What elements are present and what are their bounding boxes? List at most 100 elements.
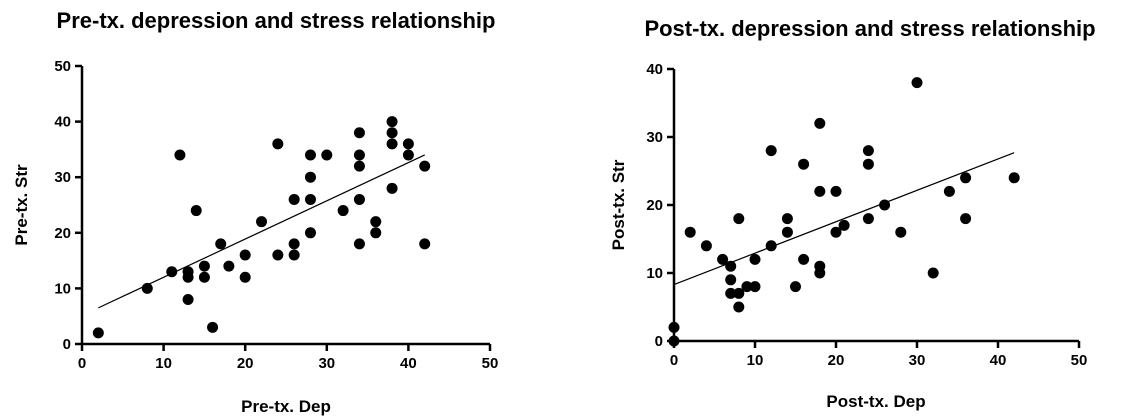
data-point-pre-tx	[386, 127, 398, 139]
data-point-pre-tx	[304, 227, 316, 239]
data-point-post-tx	[684, 226, 696, 238]
data-point-pre-tx	[419, 160, 431, 172]
data-point-pre-tx	[288, 238, 300, 250]
data-point-pre-tx	[288, 249, 300, 261]
data-point-post-tx	[781, 213, 793, 225]
data-point-post-tx	[798, 253, 810, 265]
x-tick-label-post-tx: 40	[990, 352, 1007, 369]
y-tick-label-post-tx: 0	[655, 333, 663, 350]
data-points-post-tx	[668, 77, 1020, 347]
data-point-post-tx	[862, 145, 874, 157]
data-point-pre-tx	[207, 321, 219, 333]
data-point-post-tx	[798, 158, 810, 170]
data-point-pre-tx	[370, 216, 382, 228]
data-point-post-tx	[781, 226, 793, 238]
y-tick-label-post-tx: 10	[646, 265, 663, 282]
data-point-post-tx	[717, 253, 729, 265]
x-tick-label-post-tx: 10	[747, 352, 764, 369]
data-point-pre-tx	[239, 271, 251, 283]
data-point-post-tx	[725, 260, 737, 272]
data-point-pre-tx	[215, 238, 227, 250]
x-tick-label-pre-tx: 50	[482, 355, 499, 372]
y-tick-label-post-tx: 30	[646, 129, 663, 146]
data-point-post-tx	[862, 213, 874, 225]
x-tick-label-post-tx: 0	[670, 352, 678, 369]
data-point-post-tx	[830, 226, 842, 238]
data-point-pre-tx	[182, 271, 194, 283]
x-tick-label-pre-tx: 30	[318, 355, 335, 372]
data-point-post-tx	[830, 185, 842, 197]
data-point-pre-tx	[304, 171, 316, 183]
data-point-pre-tx	[353, 160, 365, 172]
data-point-pre-tx	[190, 205, 202, 217]
data-point-post-tx	[1008, 172, 1020, 184]
data-point-post-tx	[911, 77, 923, 89]
data-point-pre-tx	[337, 205, 349, 217]
data-point-post-tx	[960, 172, 972, 184]
y-tick-label-pre-tx: 10	[54, 280, 71, 297]
data-point-post-tx	[814, 267, 826, 279]
data-point-post-tx	[733, 301, 745, 313]
x-tick-label-post-tx: 20	[828, 352, 845, 369]
data-point-post-tx	[838, 219, 850, 231]
data-point-post-tx	[749, 281, 761, 293]
data-points-pre-tx	[92, 116, 431, 339]
data-point-post-tx	[741, 281, 753, 293]
data-point-post-tx	[733, 287, 745, 299]
y-tick-label-pre-tx: 20	[54, 225, 71, 242]
data-point-post-tx	[765, 240, 777, 252]
x-tick-label-pre-tx: 10	[155, 355, 172, 372]
pre-tx-scatter-chart: Pre-tx. depression and stress relationsh…	[12, 8, 498, 416]
data-point-post-tx	[725, 287, 737, 299]
data-point-pre-tx	[166, 266, 178, 278]
data-point-post-tx	[927, 267, 939, 279]
chart-title-post-tx: Post-tx. depression and stress relations…	[644, 16, 1095, 41]
data-point-pre-tx	[419, 238, 431, 250]
y-axis-label-post-tx: Post-tx. Str	[609, 159, 628, 250]
x-tick-label-post-tx: 50	[1071, 352, 1088, 369]
data-point-pre-tx	[198, 271, 210, 283]
data-point-post-tx	[895, 226, 907, 238]
x-tick-label-pre-tx: 20	[237, 355, 254, 372]
data-point-pre-tx	[223, 260, 235, 272]
data-point-pre-tx	[272, 138, 284, 150]
y-axis-label-pre-tx: Pre-tx. Str	[12, 164, 31, 246]
data-point-pre-tx	[321, 149, 333, 161]
data-point-pre-tx	[182, 294, 194, 306]
chart-title-pre-tx: Pre-tx. depression and stress relationsh…	[57, 8, 496, 33]
data-point-pre-tx	[402, 138, 414, 150]
y-tick-label-pre-tx: 30	[54, 169, 71, 186]
data-point-pre-tx	[304, 193, 316, 205]
data-point-pre-tx	[353, 238, 365, 250]
trendline-pre-tx	[98, 154, 425, 309]
data-point-pre-tx	[141, 282, 153, 294]
data-point-post-tx	[733, 213, 745, 225]
data-point-post-tx	[862, 158, 874, 170]
axes-post-tx: 0 10 20 30 40 50 0 10 20 30 40	[646, 61, 1087, 369]
data-point-post-tx	[668, 335, 680, 347]
data-point-pre-tx	[353, 193, 365, 205]
y-tick-label-pre-tx: 0	[63, 336, 71, 353]
x-axis-label-pre-tx: Pre-tx. Dep	[241, 397, 331, 416]
data-point-post-tx	[814, 185, 826, 197]
data-point-pre-tx	[386, 182, 398, 194]
data-point-post-tx	[960, 213, 972, 225]
data-point-pre-tx	[239, 249, 251, 261]
x-axis-label-post-tx: Post-tx. Dep	[826, 392, 925, 411]
data-point-pre-tx	[386, 138, 398, 150]
data-point-post-tx	[668, 321, 680, 333]
post-tx-scatter-chart: Post-tx. depression and stress relations…	[609, 16, 1096, 411]
data-point-post-tx	[943, 185, 955, 197]
y-tick-label-pre-tx: 50	[54, 58, 71, 75]
data-point-pre-tx	[353, 127, 365, 139]
data-point-post-tx	[790, 281, 801, 293]
data-point-pre-tx	[174, 149, 186, 161]
data-point-pre-tx	[92, 327, 104, 339]
data-point-pre-tx	[304, 149, 316, 161]
data-point-pre-tx	[402, 149, 414, 161]
data-point-post-tx	[700, 240, 712, 252]
x-tick-label-pre-tx: 0	[78, 355, 86, 372]
data-point-pre-tx	[370, 227, 382, 239]
y-tick-label-post-tx: 40	[646, 61, 663, 78]
